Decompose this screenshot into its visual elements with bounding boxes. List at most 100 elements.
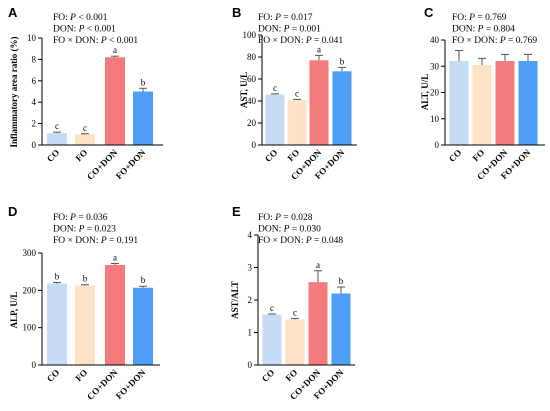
y-tick-label: 3 [248,263,253,273]
stats-value: = 0.769 [475,13,507,23]
stats-term: FO × DON: [53,236,101,246]
y-tick-label: 300 [23,248,37,258]
significance-letter: c [270,303,274,313]
stats-line: FO: P = 0.028 [258,213,313,223]
stats-p-symbol: P [305,236,312,246]
y-tick-label: 20 [247,118,257,128]
stats-term: FO: [452,13,469,23]
bar-co [47,283,67,365]
bar-fo-don [331,293,351,365]
y-tick-label: 0 [32,360,37,370]
stats-p-symbol: P [100,36,107,46]
x-category-label: FO [471,147,487,163]
stats-value: = 0.048 [312,236,344,246]
bar-fo [285,319,305,365]
significance-letter: a [113,45,117,55]
y-tick-label: 2 [248,295,253,305]
x-category-label: FO [74,147,90,163]
stats-line: FO × DON: P < 0.001 [53,36,138,46]
y-tick-label: 200 [23,285,37,295]
y-tick-label: 30 [430,61,440,71]
stats-value: = 0.028 [281,213,313,223]
stats-line: DON: P = 0.001 [258,25,321,35]
significance-letter: a [316,260,320,270]
panel-label: C [424,5,434,20]
y-tick-label: 100 [23,323,37,333]
stats-line: FO: P = 0.017 [258,13,313,23]
stats-line: FO × DON: P = 0.048 [258,236,343,246]
significance-letter: b [83,274,88,284]
stats-value: = 0.041 [312,36,344,46]
bar-co-don [105,264,125,365]
stats-line: DON: P = 0.023 [53,225,116,235]
stats-line: FO × DON: P = 0.191 [53,236,138,246]
y-tick-label: 4 [32,97,37,107]
stats-term: FO: [258,213,275,223]
stats-line: FO: P < 0.001 [53,13,108,23]
significance-letter: b [141,275,146,285]
stats-term: DON: [258,225,284,235]
panel-label: B [232,5,241,20]
stats-p-symbol: P [69,13,76,23]
x-category-label: FO+DON [114,367,148,401]
x-category-label: FO+DON [114,147,148,181]
significance-letter: c [83,123,87,133]
stats-value: < 0.001 [76,13,108,23]
bar-co-don [309,60,329,145]
stats-p-symbol: P [468,13,475,23]
stats-term: DON: [53,25,79,35]
y-tick-label: 0 [252,140,257,150]
x-category-label: FO [74,367,90,383]
y-tick-label: 100 [243,30,257,40]
y-axis-label: ALP, U/L [9,292,19,329]
stats-line: DON: P < 0.001 [53,25,116,35]
bar-co [449,61,469,145]
significance-letter: b [55,271,60,281]
stats-p-symbol: P [78,225,85,235]
y-axis-label: Inflammatory area ratio (%) [9,36,19,147]
y-tick-label: 0 [32,140,37,150]
significance-letter: c [295,88,299,98]
stats-p-symbol: P [69,213,76,223]
stats-p-symbol: P [499,36,506,46]
x-category-label: CO [45,147,62,164]
stats-p-symbol: P [274,213,281,223]
y-tick-label: 10 [27,33,37,43]
stats-value: = 0.030 [289,225,321,235]
stats-term: FO × DON: [258,36,306,46]
y-tick-label: 20 [430,88,440,98]
stats-p-symbol: P [274,13,281,23]
stats-line: DON: P = 0.030 [258,225,321,235]
y-tick-label: 2 [32,119,37,129]
stats-value: = 0.001 [289,25,321,35]
stats-value: = 0.804 [483,25,515,35]
panel-label: A [8,5,18,20]
stats-term: FO × DON: [452,36,500,46]
bar-fo [75,134,95,145]
x-category-label: FO [286,147,302,163]
bar-fo-don [332,71,352,145]
stats-p-symbol: P [477,25,484,35]
x-category-label: CO [260,367,277,384]
x-category-label: CO [263,147,280,164]
bar-fo-don [518,61,538,145]
panel-label: E [232,204,241,219]
x-category-label: CO [45,367,62,384]
bar-fo-don [133,287,153,365]
bar-fo [472,64,492,145]
y-tick-label: 0 [435,140,440,150]
stats-line: FO: P = 0.036 [53,213,108,223]
bar-co [265,94,285,145]
y-tick-label: 80 [247,52,257,62]
y-tick-label: 40 [430,35,440,45]
stats-line: FO: P = 0.769 [452,13,507,23]
bar-fo-don [133,91,153,145]
x-category-label: CO+DON [85,367,120,402]
significance-letter: b [339,276,344,286]
stats-p-symbol: P [100,236,107,246]
stats-value: = 0.769 [506,36,538,46]
